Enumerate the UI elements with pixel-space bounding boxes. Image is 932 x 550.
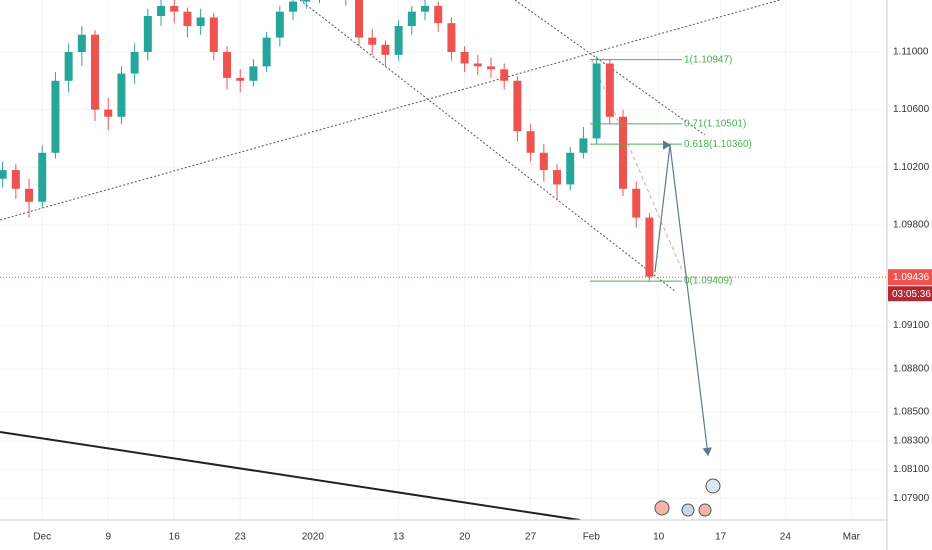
x-tick-label: 16 (169, 532, 181, 543)
candle-body (117, 73, 126, 117)
candle-body (368, 37, 377, 45)
fib-label: 1(1.10947) (684, 54, 732, 65)
x-tick-label: Feb (583, 532, 601, 543)
candle-body (421, 5, 430, 12)
x-tick-label: Dec (33, 532, 51, 543)
candle-body (77, 34, 86, 52)
candle-body (183, 11, 192, 27)
candle-body (130, 51, 139, 74)
candle-body (0, 170, 7, 179)
icons (654, 478, 721, 517)
candle-body (170, 5, 179, 12)
candle-body (104, 109, 113, 117)
candle-body (460, 51, 469, 64)
candle-body (302, 0, 311, 2)
x-tick-label: 23 (235, 532, 247, 543)
candle-body (262, 37, 271, 67)
candle-body (38, 152, 47, 202)
candle-body (91, 34, 100, 110)
price-label: 1.09436 (893, 272, 930, 283)
countdown-bg (888, 286, 932, 302)
candle-body (447, 23, 456, 52)
candle-body (513, 80, 522, 132)
candle-body (407, 11, 416, 27)
candle-body (579, 138, 588, 153)
candle-body (236, 77, 245, 81)
y-tick-label: 1.10600 (893, 104, 930, 115)
candle-body (11, 170, 20, 189)
candle-body (553, 170, 562, 185)
y-tick-label: 1.09800 (893, 219, 930, 230)
fib-label: 0.71(1.10501) (684, 118, 746, 129)
candle-body (500, 69, 509, 81)
x-tick-label: 27 (525, 532, 537, 543)
candle-body (209, 17, 218, 52)
channel-line (299, 0, 677, 293)
candle-body (249, 66, 258, 81)
candle-body (605, 63, 614, 117)
candle-body (394, 26, 403, 55)
y-tick-label: 1.08100 (893, 464, 930, 475)
candle-body (381, 44, 390, 55)
candle-body (289, 1, 298, 12)
candle-body (487, 66, 496, 70)
price-label-bg (888, 269, 932, 286)
candle-body (64, 51, 73, 81)
support-line (0, 431, 581, 520)
x-tick-label: 13 (393, 532, 405, 543)
candle-body (275, 11, 284, 38)
x-tick-label: 24 (780, 532, 792, 543)
candle-body (157, 5, 166, 16)
candle-body (25, 188, 34, 202)
y-tick-label: 1.08800 (893, 363, 930, 374)
candle-body (566, 152, 575, 185)
x-tick-label: 10 (653, 532, 665, 543)
x-tick-label: 9 (105, 532, 111, 543)
candle-body (619, 116, 628, 189)
fib-trend (591, 59, 683, 271)
x-tick-label: Mar (843, 532, 861, 543)
candle-body (539, 152, 548, 171)
projection-arrow (654, 140, 712, 457)
y-tick-label: 1.07900 (893, 493, 930, 504)
y-tick-label: 1.08500 (893, 407, 930, 418)
candle-body (196, 17, 205, 27)
candle-body (51, 80, 60, 153)
y-tick-label: 1.10200 (893, 162, 930, 173)
y-tick-label: 1.08300 (893, 435, 930, 446)
countdown: 03:05:36 (892, 289, 931, 300)
candle-body (355, 0, 364, 38)
fib-label: 0.618(1.10360) (684, 139, 752, 150)
candle-body (143, 15, 152, 52)
y-tick-label: 1.09100 (893, 320, 930, 331)
candle-body (434, 5, 443, 24)
candle-body (645, 217, 654, 277)
y-tick-label: 1.11000 (893, 47, 929, 58)
candle-body (632, 188, 641, 218)
candle-body (473, 63, 482, 67)
x-tick-label: 20 (459, 532, 471, 543)
candle-body (592, 63, 601, 139)
trend-line (0, 0, 781, 221)
x-tick-label: 17 (715, 532, 727, 543)
x-tick-label: 2020 (302, 532, 325, 543)
candle-body (223, 51, 232, 78)
candle-body (526, 131, 535, 153)
